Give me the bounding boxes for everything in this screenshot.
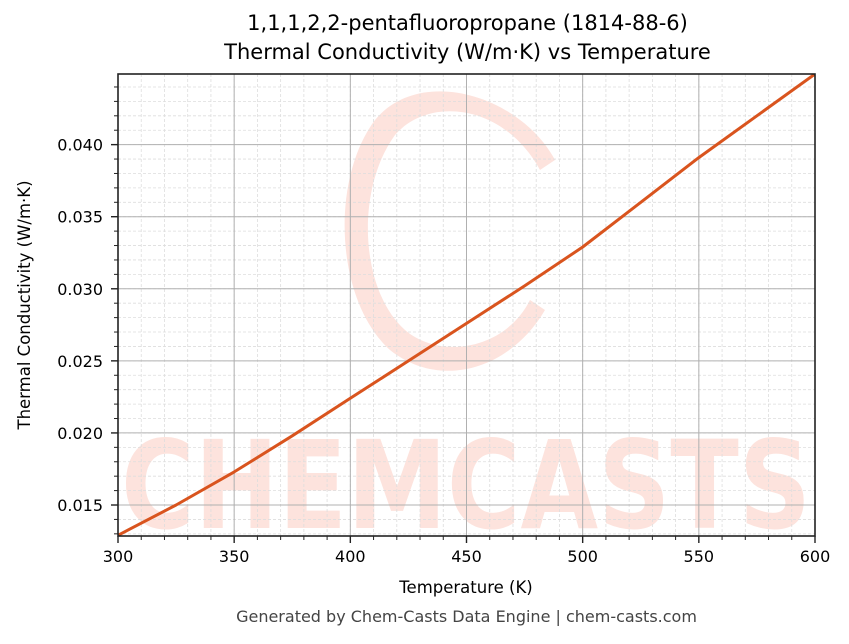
x-tick-label: 550 (684, 547, 715, 566)
y-tick-label: 0.030 (57, 280, 103, 299)
y-tick-label: 0.020 (57, 424, 103, 443)
x-tick-label: 500 (567, 547, 598, 566)
y-tick-label: 0.040 (57, 136, 103, 155)
chart-title-line2: Thermal Conductivity (W/m·K) vs Temperat… (224, 40, 711, 64)
y-tick-label: 0.025 (57, 352, 103, 371)
footer-credit: Generated by Chem-Casts Data Engine | ch… (236, 607, 697, 626)
y-tick-label: 0.015 (57, 496, 103, 515)
x-tick-label: 450 (451, 547, 482, 566)
x-tick-label: 400 (335, 547, 366, 566)
x-tick-label: 300 (103, 547, 134, 566)
data-line-thermal-conductivity (118, 74, 815, 536)
y-tick-label: 0.035 (57, 208, 103, 227)
y-axis-label: Thermal Conductivity (W/m·K) (15, 180, 34, 430)
x-axis-label: Temperature (K) (398, 578, 532, 597)
x-tick-label: 600 (800, 547, 831, 566)
chart-title-line1: 1,1,1,2,2-pentafluoropropane (1814-88-6) (247, 11, 688, 35)
x-tick-label: 350 (219, 547, 250, 566)
